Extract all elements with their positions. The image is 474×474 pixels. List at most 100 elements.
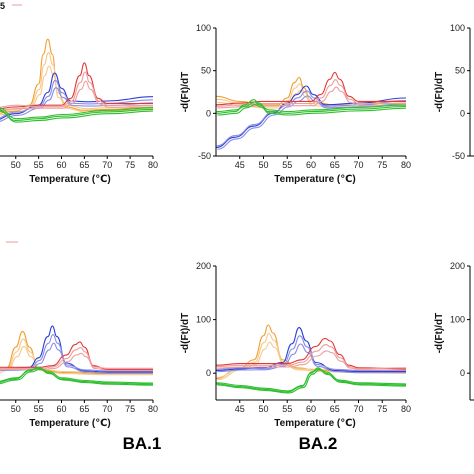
x-axis-label: Temperature (℃): [274, 174, 355, 185]
series-line-blue-rep2: [216, 335, 406, 372]
y-axis-label: -d(Ft)/dT: [180, 72, 191, 113]
y-tick-label: -50: [452, 151, 465, 161]
y-axis-label: -d(Ft)/dT: [180, 313, 191, 354]
series-line-red-rep2: [216, 79, 406, 107]
y-tick-label: 200: [450, 261, 465, 271]
x-tick-label: 75: [377, 404, 387, 414]
x-axis-label: Temperature (℃): [29, 418, 110, 429]
series-line-red-rep3: [217, 350, 406, 371]
series-line-red-rep1: [0, 62, 153, 110]
x-axis-label: Temperature (℃): [274, 418, 355, 429]
x-tick-label: 65: [330, 160, 340, 170]
series-line-green-rep3: [217, 369, 406, 394]
x-tick-label: 50: [258, 160, 268, 170]
x-tick-label: 50: [11, 160, 21, 170]
x-tick-label: 55: [282, 404, 292, 414]
x-tick-label: 60: [306, 160, 316, 170]
series-line-blue-rep2: [0, 79, 153, 119]
x-tick-label: 45: [235, 160, 245, 170]
series-group: [0, 38, 153, 123]
series-line-blue-rep3: [0, 342, 153, 374]
x-tick-label: 70: [102, 160, 112, 170]
y-tick-label: 100: [196, 315, 211, 325]
series-line-red-rep3: [0, 80, 153, 112]
series-line-orange-rep2: [0, 52, 153, 113]
series-line-orange-rep1: [0, 38, 153, 114]
series-line-orange-rep3: [0, 346, 153, 376]
y-tick-label: 0: [460, 108, 465, 118]
series-line-green-rep2: [0, 107, 153, 120]
chart-bottom-left: 4550556065707580Temperature (℃): [0, 325, 158, 429]
x-tick-label: 70: [102, 404, 112, 414]
corner-fragment-text: 5: [0, 1, 5, 11]
caption-ba2: BA.2: [299, 434, 338, 453]
series-line-blue-rep1: [0, 325, 153, 373]
series-line-blue-rep3: [217, 343, 406, 374]
x-tick-label: 80: [401, 404, 411, 414]
x-tick-label: 70: [353, 160, 363, 170]
series-line-green-rep1: [0, 108, 153, 121]
x-tick-label: 55: [282, 160, 292, 170]
series-group: [216, 324, 406, 394]
series-line-green-rep2: [0, 367, 153, 384]
y-tick-label: 100: [450, 23, 465, 33]
x-tick-label: 65: [330, 404, 340, 414]
series-line-red-rep2: [0, 71, 153, 108]
series-line-green-rep1: [216, 367, 406, 393]
chart-bottom-right: 200 100 0 -d(Ft)/dT: [434, 261, 474, 401]
series-group: [216, 71, 406, 150]
series-line-red-rep2: [216, 344, 406, 370]
x-tick-label: 50: [258, 404, 268, 414]
y-axis-label: -d(Ft)/dT: [434, 313, 445, 354]
series-line-green-rep3: [217, 104, 406, 116]
x-tick-label: 70: [353, 404, 363, 414]
y-tick-label: 0: [206, 108, 211, 118]
x-tick-label: 80: [148, 160, 158, 170]
chart-bottom-middle: 45 50 55 60 65 70 75 80 200 100 0 Temperature (℃) -d…: [180, 261, 411, 429]
x-tick-label: 75: [125, 160, 135, 170]
series-line-blue-rep2: [216, 90, 406, 147]
x-tick-label: 55: [34, 404, 44, 414]
x-tick-label: 60: [56, 160, 66, 170]
x-tick-label: 45: [235, 404, 245, 414]
series-line-blue-rep1: [216, 85, 406, 149]
x-tick-label: 80: [148, 404, 158, 414]
series-line-green-rep2: [216, 101, 406, 113]
series-line-orange-rep1: [216, 76, 406, 106]
series-line-red-rep2: [0, 347, 153, 369]
series-line-blue-rep1: [0, 72, 153, 120]
y-tick-label: 0: [206, 368, 211, 378]
x-tick-label: 65: [79, 404, 89, 414]
series-line-red-rep1: [0, 341, 153, 370]
x-tick-label: 75: [125, 404, 135, 414]
series-line-red-rep3: [0, 352, 153, 371]
x-tick-label: 75: [377, 160, 387, 170]
chart-top-right: 100 50 0 -50 -d(Ft)/dT: [434, 23, 474, 161]
y-tick-label: -50: [198, 151, 211, 161]
y-tick-label: 100: [450, 315, 465, 325]
series-group: [0, 325, 153, 386]
chart-top-left: 4550556065707580Temperature (℃): [0, 38, 158, 185]
chart-top-middle: 45 50 55 60 65 70 75 80 100 50 0 -50 Temperature (℃)…: [180, 23, 411, 185]
x-tick-label: 60: [56, 404, 66, 414]
caption-ba1: BA.1: [123, 434, 162, 453]
series-line-blue-rep3: [0, 87, 153, 122]
x-tick-label: 50: [11, 404, 21, 414]
x-tick-label: 55: [34, 160, 44, 170]
y-tick-label: 0: [460, 368, 465, 378]
x-tick-label: 60: [306, 404, 316, 414]
y-tick-label: 50: [455, 66, 465, 76]
x-axis-label: Temperature (℃): [29, 174, 110, 185]
x-tick-label: 80: [401, 160, 411, 170]
y-axis-label: -d(Ft)/dT: [434, 72, 445, 113]
y-tick-label: 100: [196, 23, 211, 33]
series-line-green-rep3: [0, 368, 153, 386]
series-line-red-rep1: [216, 71, 406, 106]
series-line-blue-rep2: [0, 334, 153, 372]
series-line-red-rep1: [216, 337, 406, 370]
series-line-orange-rep1: [0, 330, 153, 375]
series-line-green-rep3: [0, 110, 153, 123]
x-tick-label: 65: [79, 160, 89, 170]
y-tick-label: 200: [196, 261, 211, 271]
